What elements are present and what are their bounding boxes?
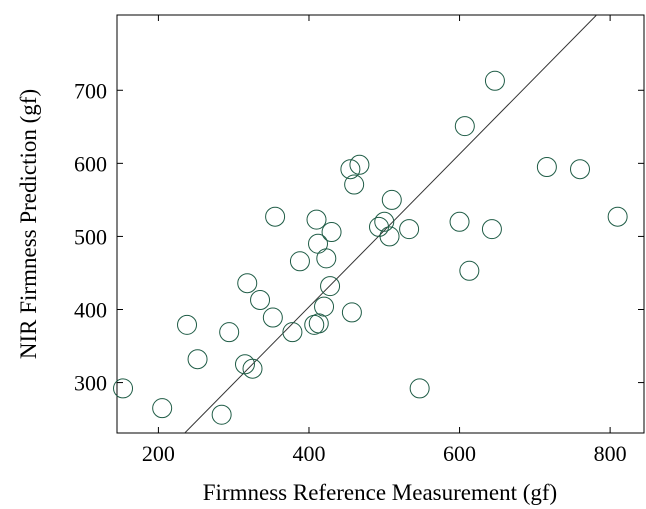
plot-frame [116, 14, 645, 434]
data-point [484, 70, 505, 91]
data-point [308, 233, 329, 254]
data-point [459, 260, 480, 281]
data-point [449, 211, 470, 232]
data-point [265, 206, 286, 227]
tick-marks [117, 15, 644, 433]
data-point [536, 157, 557, 177]
x-tick-label: 400 [292, 441, 325, 466]
data-point [242, 358, 263, 379]
data-point [113, 378, 134, 399]
data-point [349, 154, 370, 175]
x-tick-label: 200 [142, 441, 175, 466]
y-tick-label: 500 [74, 224, 107, 249]
data-point [320, 276, 341, 297]
x-tick-label: 800 [594, 441, 627, 466]
x-tick-label: 600 [443, 441, 476, 466]
tick-labels: 200 400 600 800 300 400 500 600 700 [74, 78, 627, 466]
data-point [344, 174, 365, 195]
data-point [379, 226, 400, 247]
data-point [211, 404, 232, 425]
data-point [308, 313, 329, 334]
data-points [113, 70, 628, 425]
data-point [262, 307, 283, 328]
reference-line-group [184, 15, 597, 433]
data-point [250, 290, 271, 310]
data-point [341, 302, 362, 323]
data-point [219, 322, 240, 343]
reference-line [184, 15, 597, 433]
data-point [321, 222, 342, 243]
data-point [316, 248, 337, 269]
data-point [306, 209, 327, 230]
x-axis-title: Firmness Reference Measurement (gf) [203, 480, 557, 505]
data-point [374, 211, 395, 232]
data-point [340, 159, 361, 180]
y-tick-label: 600 [74, 151, 107, 176]
data-point [607, 206, 628, 227]
data-point [399, 219, 420, 240]
data-point [152, 398, 173, 419]
data-point [481, 219, 502, 240]
data-point [409, 378, 430, 399]
y-tick-label: 700 [74, 78, 107, 103]
y-tick-label: 300 [74, 371, 107, 396]
y-tick-label: 400 [74, 298, 107, 323]
data-point [454, 116, 475, 137]
data-point [368, 216, 389, 237]
data-point [570, 159, 591, 180]
data-point [177, 314, 198, 335]
data-point [314, 296, 335, 317]
data-point [289, 251, 310, 272]
data-point [381, 189, 402, 210]
data-point [237, 273, 258, 294]
data-point [187, 349, 208, 370]
data-point [234, 354, 255, 375]
data-point [282, 322, 303, 343]
y-axis-title: NIR Firmness Prediction (gf) [16, 89, 41, 359]
